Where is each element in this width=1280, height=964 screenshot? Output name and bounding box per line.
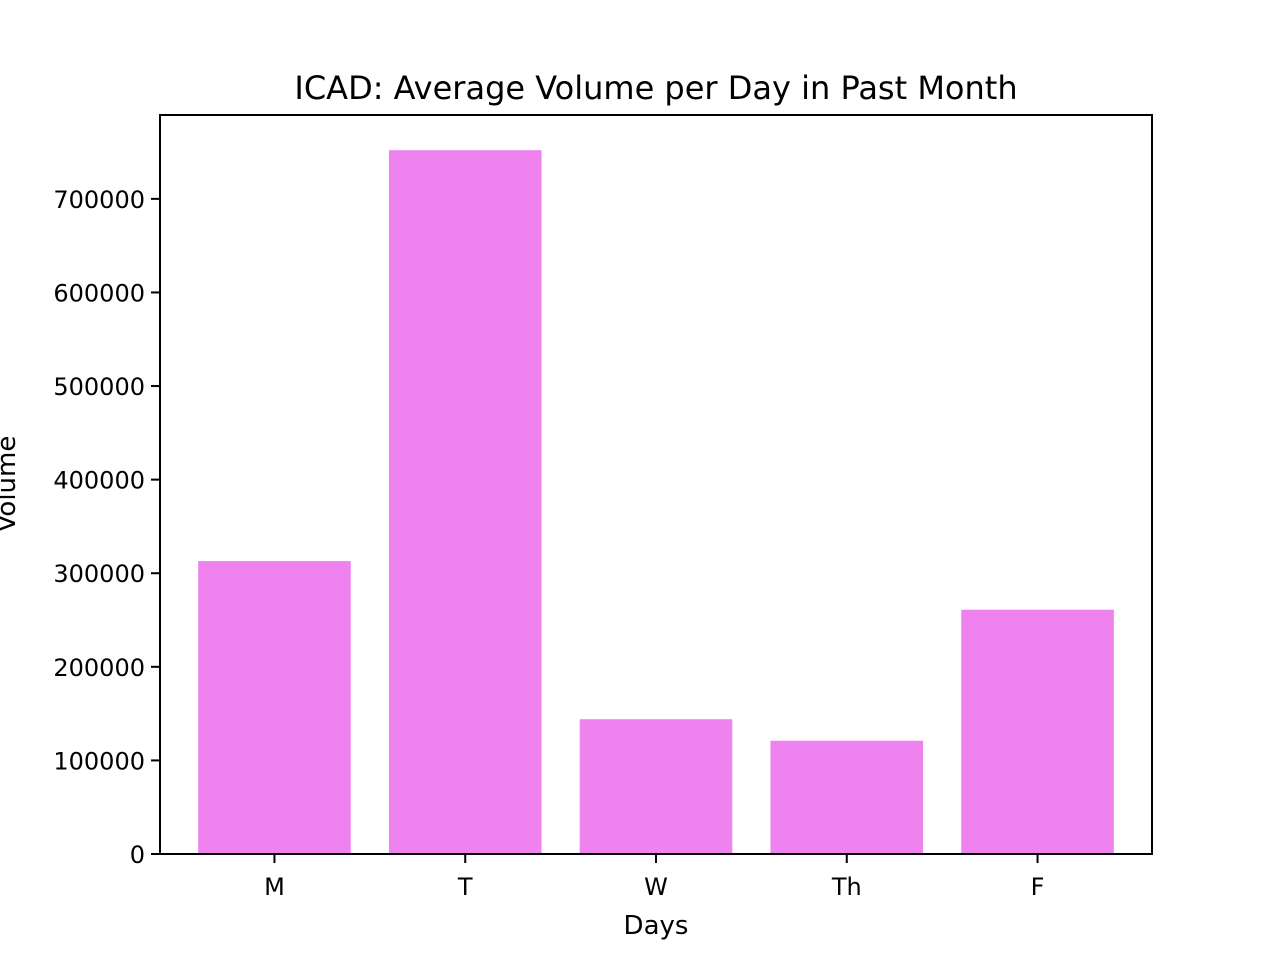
x-tick-label: T bbox=[457, 873, 473, 901]
bar-series bbox=[198, 150, 1114, 854]
bar-w bbox=[579, 719, 733, 854]
bar-t bbox=[388, 150, 542, 854]
y-tick-label: 0 bbox=[130, 841, 145, 869]
y-tick-label: 200000 bbox=[53, 654, 145, 682]
y-tick-label: 300000 bbox=[53, 560, 145, 588]
y-tick-label: 500000 bbox=[53, 373, 145, 401]
plot-frame bbox=[159, 114, 1153, 855]
x-tick-label: Th bbox=[831, 873, 862, 901]
y-axis-ticks: 0 100000 200000 300000 400000 500000 600000 700… bbox=[53, 186, 160, 869]
y-tick-label: 100000 bbox=[53, 747, 145, 775]
x-axis-label: Days bbox=[624, 911, 689, 941]
x-axis-ticks: M T W Th F bbox=[264, 854, 1044, 901]
bar-f bbox=[961, 609, 1114, 854]
x-tick-label: M bbox=[264, 873, 285, 901]
y-tick-label: 400000 bbox=[53, 467, 145, 495]
chart-title: ICAD: Average Volume per Day in Past Mon… bbox=[294, 69, 1017, 107]
x-tick-label: F bbox=[1031, 873, 1045, 901]
bar-m bbox=[198, 561, 351, 854]
y-tick-label: 700000 bbox=[53, 186, 145, 214]
x-tick-label: W bbox=[644, 873, 668, 901]
y-axis-label: Volume bbox=[0, 436, 22, 533]
bar-th bbox=[770, 740, 924, 854]
y-tick-label: 600000 bbox=[53, 279, 145, 307]
